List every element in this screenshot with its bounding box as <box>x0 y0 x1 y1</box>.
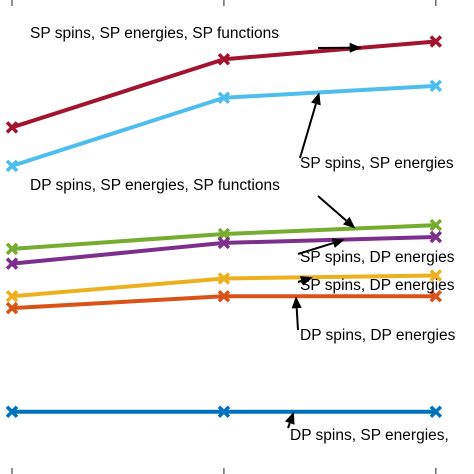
arrow-shaft <box>317 195 347 222</box>
marker-stroke <box>5 257 19 270</box>
data-point-marker <box>5 405 19 419</box>
arrow-shaft <box>287 422 291 429</box>
data-point-marker <box>429 35 443 48</box>
data-point-marker <box>5 290 19 303</box>
arrow-head <box>285 411 295 425</box>
annotation-arrow <box>297 276 313 286</box>
data-point-marker <box>5 121 19 134</box>
marker-stroke <box>429 230 443 244</box>
annotation-label: DP spins, SP energies, SP functions <box>30 177 280 194</box>
annotation-arrow <box>291 296 302 331</box>
data-point-marker <box>217 91 231 104</box>
data-point-marker <box>429 218 443 232</box>
arrow-head <box>311 92 321 106</box>
marker-stroke <box>429 290 443 303</box>
marker-stroke <box>429 269 443 282</box>
arrow-head <box>299 276 313 286</box>
marker-stroke <box>217 405 231 419</box>
annotation-label: SP spins, DP energies <box>300 249 455 266</box>
arrow-head <box>331 238 345 248</box>
annotation-arrow <box>285 411 295 429</box>
marker-stroke <box>5 121 19 134</box>
marker-stroke <box>429 405 443 419</box>
arrow-head <box>291 296 302 309</box>
data-point-marker <box>217 236 231 250</box>
annotation-arrow <box>317 42 362 53</box>
annotation-label: SP spins, SP energies, SP functions <box>30 25 279 42</box>
arrow-shaft <box>295 308 299 331</box>
marker-stroke <box>5 290 19 303</box>
marker-stroke <box>429 218 443 232</box>
data-point-marker <box>429 79 443 93</box>
marker-stroke <box>217 91 231 104</box>
data-point-marker <box>429 290 443 303</box>
data-point-marker <box>5 242 19 256</box>
data-point-marker <box>5 257 19 270</box>
marker-stroke <box>429 79 443 93</box>
marker-stroke <box>5 242 19 256</box>
marker-stroke <box>429 35 443 48</box>
marker-stroke <box>217 290 231 303</box>
data-point-marker <box>217 53 231 66</box>
data-point-marker <box>429 230 443 244</box>
arrow-head <box>342 216 356 229</box>
marker-stroke <box>5 301 19 315</box>
data-point-marker <box>217 290 231 303</box>
annotation-label: DP spins, SP energies, <box>290 427 449 444</box>
marker-stroke <box>217 236 231 250</box>
marker-stroke <box>5 159 19 173</box>
marker-stroke <box>5 405 19 419</box>
data-point-marker <box>429 269 443 282</box>
annotation-label: SP spins, SP energies <box>300 155 454 172</box>
data-point-marker <box>217 272 231 285</box>
annotation-arrow <box>299 92 321 159</box>
arrow-shaft <box>299 103 317 159</box>
annotation-label: SP spins, DP energies <box>300 277 455 294</box>
marker-stroke <box>217 53 231 66</box>
arrow-shaft <box>297 242 334 255</box>
annotation-arrow <box>317 195 356 229</box>
data-point-marker <box>5 301 19 315</box>
data-point-marker <box>217 405 231 419</box>
arrow-shaft <box>297 279 302 283</box>
data-point-marker <box>429 405 443 419</box>
annotation-arrow <box>297 238 345 255</box>
data-point-marker <box>5 159 19 173</box>
marker-stroke <box>217 272 231 285</box>
annotation-label: DP spins, DP energies <box>300 327 456 344</box>
arrow-head <box>349 42 362 53</box>
